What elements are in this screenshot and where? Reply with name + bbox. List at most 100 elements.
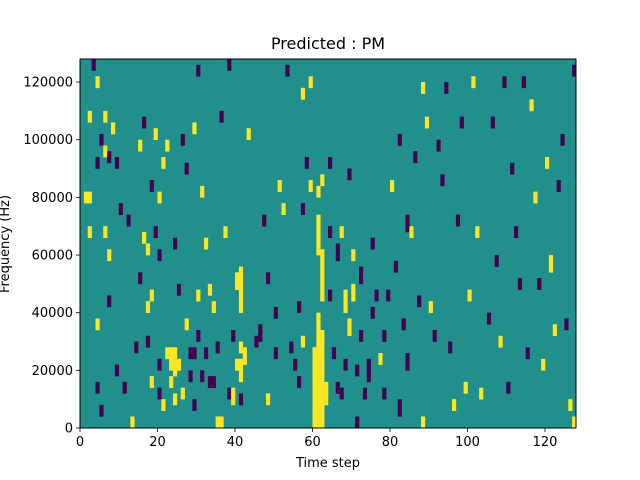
y-tick-label: 40000 bbox=[32, 306, 73, 321]
heatmap-cell bbox=[428, 301, 433, 313]
y-tick-label: 100000 bbox=[23, 133, 73, 148]
heatmap-cell bbox=[165, 139, 170, 152]
heatmap-cell bbox=[184, 318, 189, 331]
heatmap-cell bbox=[510, 162, 515, 175]
heatmap-cell bbox=[312, 387, 317, 400]
heatmap-cell bbox=[223, 226, 228, 239]
heatmap-cell bbox=[157, 387, 162, 400]
y-tick-label: 20000 bbox=[32, 364, 73, 379]
heatmap-cell bbox=[138, 139, 143, 152]
heatmap-cell bbox=[308, 76, 313, 89]
heatmap-cell bbox=[328, 226, 333, 239]
heatmap-cell bbox=[300, 335, 306, 348]
heatmap-cell bbox=[227, 387, 232, 400]
heatmap-cell bbox=[192, 347, 197, 360]
heatmap-cell bbox=[157, 249, 162, 262]
heatmap-cell bbox=[91, 59, 96, 71]
heatmap-cell bbox=[347, 318, 352, 337]
y-axis: 0 20000 40000 60000 80000 100000 120000 bbox=[23, 76, 80, 437]
heatmap-cell bbox=[556, 180, 561, 192]
heatmap-cell bbox=[254, 335, 259, 348]
heatmap-cell bbox=[99, 133, 104, 146]
heatmap-cell bbox=[300, 203, 306, 215]
heatmap-cell bbox=[386, 289, 391, 302]
heatmap-cell bbox=[424, 116, 430, 129]
heatmap-cell bbox=[498, 335, 503, 348]
heatmap-cell bbox=[134, 341, 139, 354]
heatmap-cell bbox=[266, 272, 271, 285]
y-tick-label: 80000 bbox=[32, 191, 73, 206]
heatmap-cell bbox=[517, 278, 523, 290]
heatmap-cell bbox=[114, 157, 120, 169]
heatmap-cell bbox=[111, 122, 116, 135]
heatmap-cell bbox=[161, 157, 166, 169]
heatmap-cell bbox=[316, 185, 321, 198]
heatmap-cell bbox=[382, 329, 387, 342]
heatmap-cell bbox=[95, 76, 100, 89]
heatmap-cell bbox=[297, 301, 302, 313]
heatmap-cell bbox=[382, 387, 387, 400]
heatmap-cell bbox=[308, 180, 313, 192]
heatmap-cell bbox=[157, 191, 162, 204]
heatmap-cell bbox=[118, 203, 123, 215]
heatmap-cell bbox=[335, 243, 340, 262]
heatmap-cell bbox=[188, 347, 193, 360]
heatmap-cell bbox=[103, 145, 108, 158]
heatmap-cell bbox=[149, 376, 154, 388]
heatmap-cell bbox=[238, 341, 244, 354]
heatmap-cell bbox=[95, 381, 100, 394]
heatmap-cell bbox=[219, 110, 224, 123]
heatmap-cell bbox=[145, 335, 151, 348]
x-axis-label: Time step bbox=[295, 456, 360, 471]
heatmap-cell bbox=[87, 110, 92, 123]
heatmap-cell bbox=[196, 64, 201, 77]
heatmap-cell bbox=[366, 358, 371, 383]
heatmap-cell bbox=[200, 185, 205, 198]
heatmap-cell bbox=[568, 399, 573, 411]
heatmap-cell bbox=[176, 358, 182, 371]
heatmap-cell bbox=[351, 283, 356, 302]
heatmap-cell bbox=[145, 243, 151, 256]
heatmap-cell bbox=[320, 249, 325, 302]
heatmap-cell bbox=[289, 341, 294, 354]
heatmap-cell bbox=[153, 226, 158, 239]
heatmap-cell bbox=[273, 306, 278, 319]
x-tick-label: 80 bbox=[382, 435, 399, 450]
heatmap-cell bbox=[107, 151, 112, 164]
heatmap-cell bbox=[227, 59, 232, 71]
heatmap-cell bbox=[103, 226, 108, 239]
heatmap-cell bbox=[405, 353, 410, 371]
heatmap-cell bbox=[173, 347, 178, 377]
heatmap-cell bbox=[173, 393, 178, 406]
heatmap-cell bbox=[572, 64, 577, 77]
heatmap-cell bbox=[149, 289, 154, 302]
heatmap-cell bbox=[281, 203, 286, 215]
heatmap-cell bbox=[246, 128, 251, 141]
heatmap-cell bbox=[204, 347, 209, 360]
heatmap-cell bbox=[490, 116, 495, 129]
heatmap-cell bbox=[521, 76, 526, 89]
heatmap-cell bbox=[378, 353, 383, 365]
heatmap-cell bbox=[351, 249, 356, 262]
heatmap-cell bbox=[103, 110, 108, 123]
y-axis-label: Frequency (Hz) bbox=[0, 195, 13, 293]
heatmap-cell bbox=[397, 133, 402, 146]
heatmap-cell bbox=[99, 404, 104, 417]
heatmap-cell bbox=[219, 416, 224, 429]
heatmap-cell bbox=[560, 133, 565, 146]
heatmap-cell bbox=[328, 289, 333, 302]
y-tick-label: 120000 bbox=[23, 76, 73, 91]
heatmap-cell bbox=[421, 82, 426, 94]
heatmap-cell bbox=[452, 399, 457, 411]
heatmap-cell bbox=[161, 399, 166, 411]
heatmap-cell bbox=[455, 214, 461, 227]
heatmap-cell bbox=[273, 347, 278, 360]
x-tick-label: 0 bbox=[76, 435, 84, 450]
heatmap-cell bbox=[192, 399, 197, 411]
heatmap-cell bbox=[242, 347, 247, 365]
heatmap-cell bbox=[355, 416, 360, 429]
heatmap-cell bbox=[413, 151, 418, 164]
heatmap-cell bbox=[533, 191, 538, 204]
heatmap-cell bbox=[215, 341, 220, 354]
heatmap-cell bbox=[393, 260, 399, 273]
